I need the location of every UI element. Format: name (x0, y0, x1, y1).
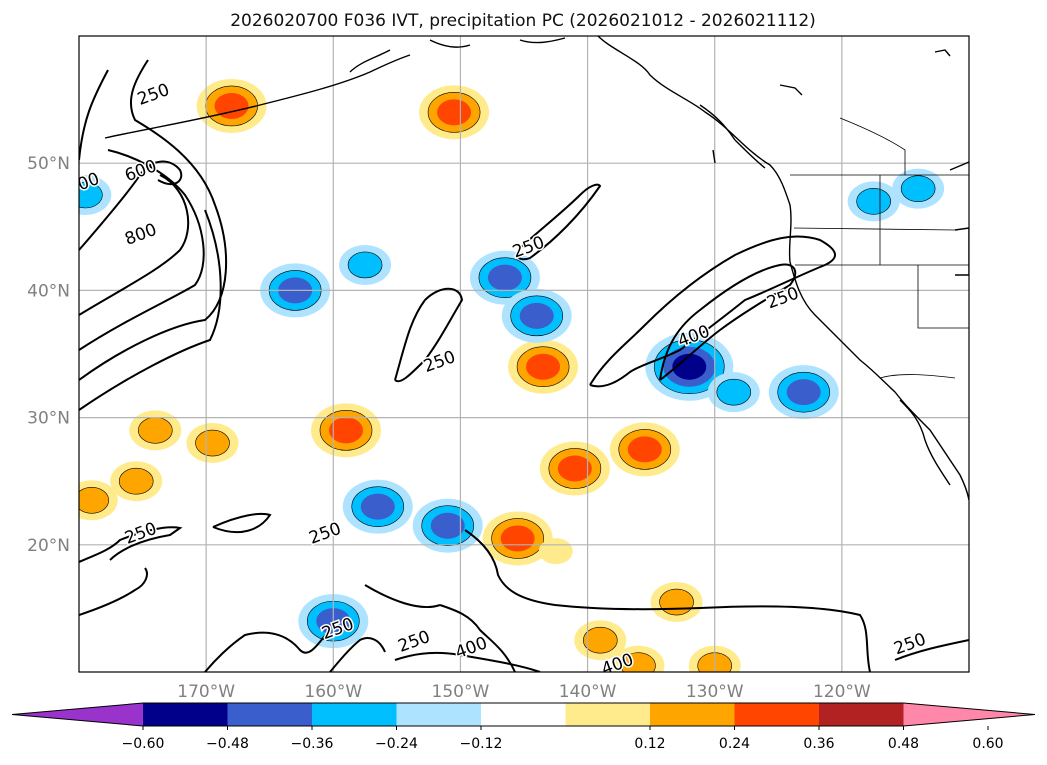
precip-feature-negative (768, 365, 839, 420)
precip-level-2 (360, 493, 395, 520)
precip-feature-negative (342, 479, 413, 534)
lat-tick-label: 50°N (27, 154, 70, 174)
precip-feature-positive (609, 422, 680, 477)
precip-level-1 (621, 652, 656, 672)
precip-feature-positive (129, 410, 182, 451)
precip-feature-positive (110, 461, 163, 502)
precip-level-1 (856, 188, 891, 215)
colorbar-bin (819, 703, 904, 726)
precip-level-2 (786, 379, 821, 406)
precip-level-1 (79, 486, 110, 514)
precip-level-1 (195, 429, 230, 457)
lon-tick-label: 160°W (304, 682, 362, 702)
colorbar-bin (143, 703, 228, 726)
colorbar-bin (312, 703, 397, 726)
colorbar-tick-label: 0.12 (634, 736, 665, 752)
precip-feature-positive (508, 339, 579, 394)
precip-level-1 (716, 378, 752, 406)
precip-feature-negative (469, 250, 540, 305)
precip-feature-negative (847, 181, 900, 222)
precip-feature-positive (79, 480, 118, 521)
colorbar-bin (650, 703, 735, 726)
precip-feature-positive (311, 403, 381, 458)
lon-tick-label: 140°W (559, 682, 617, 702)
precip-feature-positive (650, 582, 703, 623)
colorbar-tick-label: −0.24 (375, 736, 418, 752)
precip-level-1 (659, 588, 694, 616)
longitude-tick-labels: 170°W 160°W 150°W 140°W 130°W 120°W (177, 682, 871, 702)
precip-level-2 (487, 264, 522, 291)
precip-feature-positive (196, 78, 267, 133)
precip-level-2 (437, 99, 472, 126)
precip-feature-negative (892, 168, 945, 209)
precip-level-1 (347, 251, 383, 279)
ivt-contours (79, 59, 969, 672)
precip-level-1 (137, 417, 173, 444)
precip-level-2 (500, 525, 535, 552)
colorbar-bin (396, 703, 481, 726)
lon-tick-label: 170°W (177, 682, 235, 702)
precip-feature-positive (612, 645, 665, 672)
precip-feature-positive (419, 85, 490, 140)
graticule (79, 36, 969, 672)
colorbar-tick-labels: −0.60 −0.48 −0.36 −0.24 −0.12 0.12 0.24 0.36 0.4… (122, 726, 1004, 752)
lat-tick-label: 20°N (27, 536, 70, 556)
precip-feature-negative (707, 372, 760, 413)
colorbar-tick-label: 0.36 (803, 736, 834, 752)
colorbar-tick-label: −0.36 (291, 736, 334, 752)
precip-level-2 (329, 417, 363, 444)
lon-tick-label: 150°W (432, 682, 490, 702)
precip-level-1 (118, 467, 154, 495)
precip-level-2 (519, 302, 554, 329)
colorbar-tick-label: −0.60 (122, 736, 165, 752)
precip-feature-positive (539, 441, 610, 496)
colorbar-bin (565, 703, 650, 726)
precip-feature-positive (186, 423, 239, 464)
chart-title: 2026020700 F036 IVT, precipitation PC (2… (230, 11, 816, 31)
precip-feature-negative (501, 288, 572, 343)
precip-level-2 (627, 436, 662, 463)
lon-tick-label: 130°W (686, 682, 744, 702)
precip-level-3 (672, 353, 707, 380)
colorbar-bin (734, 703, 819, 726)
precip-level-2 (557, 455, 592, 482)
precip-feature-positive (538, 538, 573, 565)
colorbar-tick-label: −0.12 (460, 736, 503, 752)
colorbar-tick-label: 0.60 (972, 736, 1003, 752)
lon-tick-label: 120°W (813, 682, 871, 702)
colorbar-bin (481, 703, 566, 726)
coastlines (104, 36, 969, 501)
latitude-tick-labels: 20°N 30°N 40°N 50°N (27, 154, 70, 556)
precip-level-1 (79, 181, 103, 209)
precip-level-0 (538, 538, 573, 565)
precip-feature-negative (79, 175, 112, 215)
colorbar-tick-label: 0.24 (719, 736, 750, 752)
colorbar-extend-low (12, 703, 143, 726)
precip-level-2 (526, 353, 561, 380)
colorbar-tick-label: 0.48 (888, 736, 919, 752)
lat-tick-label: 40°N (27, 281, 70, 301)
precip-feature-negative (339, 244, 392, 285)
map-frame (78, 35, 970, 673)
colorbar (11, 702, 1036, 727)
lat-tick-label: 30°N (27, 409, 70, 429)
precip-level-1 (900, 175, 936, 202)
precip-level-1 (582, 626, 618, 654)
colorbar-bin (227, 703, 312, 726)
colorbar-tick-label: −0.48 (206, 736, 249, 752)
colorbar-extend-high (903, 703, 1035, 726)
precip-level-2 (430, 512, 465, 539)
precip-level-2 (214, 92, 249, 119)
